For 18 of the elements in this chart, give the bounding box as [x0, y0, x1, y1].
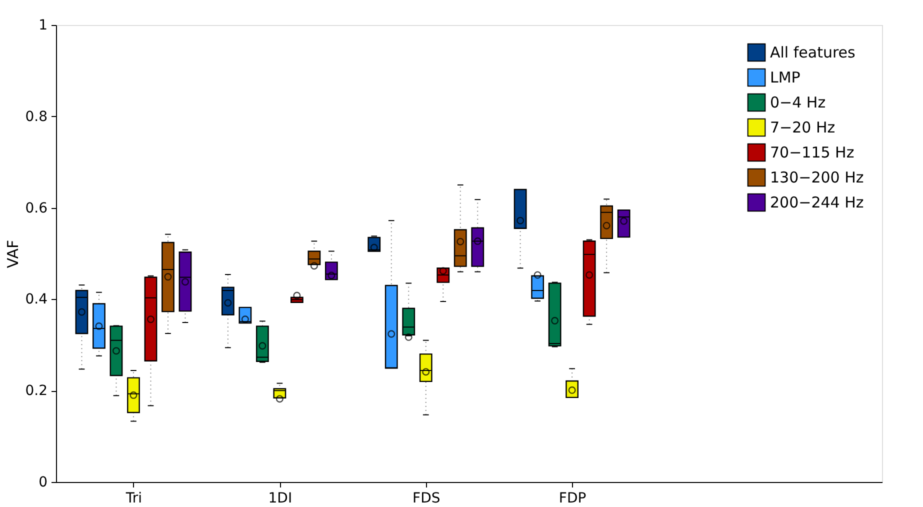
y-tick-label: 0.6	[25, 200, 48, 216]
legend-label: 7−20 Hz	[770, 118, 836, 136]
y-tick-label: 0.2	[25, 383, 48, 400]
x-tick-label: 1DI	[268, 490, 292, 506]
y-tick-label: 0.4	[25, 292, 48, 308]
legend-label: LMP	[770, 68, 800, 86]
legend-label: All features	[770, 44, 856, 62]
y-tick-label: 0	[38, 474, 48, 490]
y-axis-title: VAF	[4, 240, 22, 268]
legend-label: 130−200 Hz	[770, 168, 864, 186]
x-tick-label: FDP	[558, 490, 586, 506]
legend-label: 0−4 Hz	[770, 94, 826, 112]
x-tick-label: FDS	[412, 490, 440, 506]
legend-label: 70−115 Hz	[770, 144, 854, 162]
y-tick-label: 0.8	[25, 108, 48, 125]
x-tick-label: Tri	[124, 490, 142, 506]
y-tick-label: 1	[38, 18, 48, 34]
legend-label: 200−244 Hz	[770, 194, 864, 212]
